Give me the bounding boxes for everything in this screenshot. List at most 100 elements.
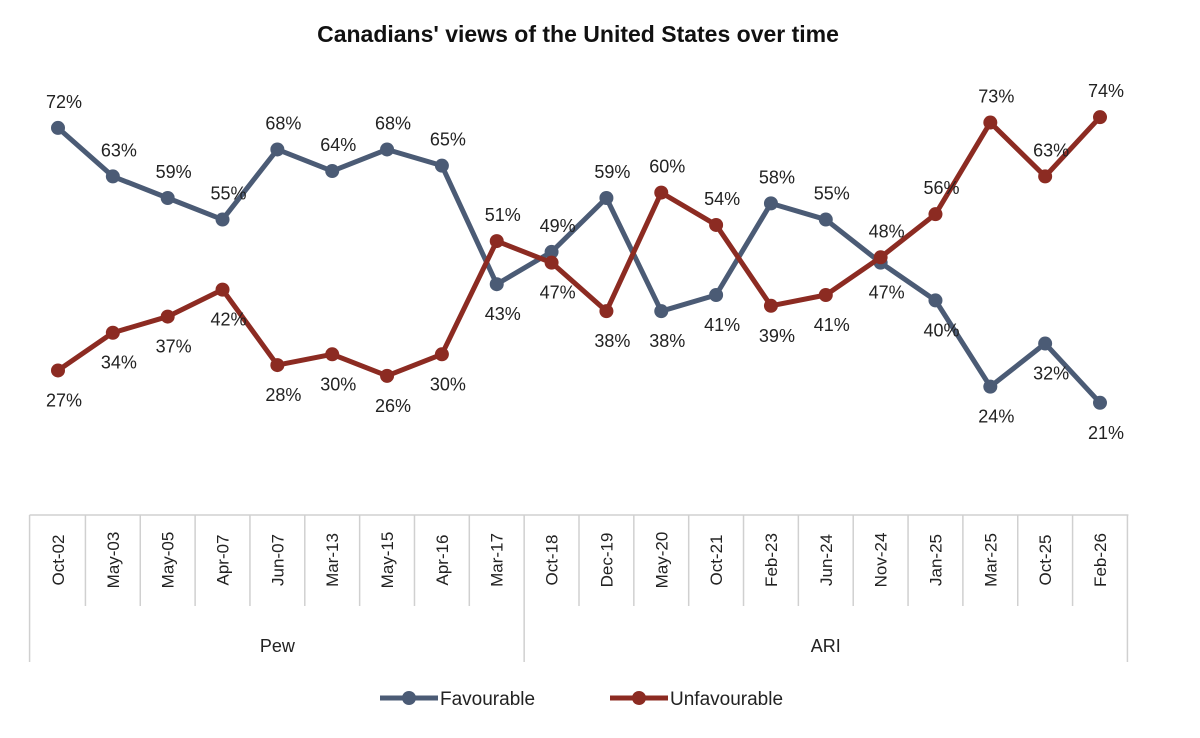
data-point: [709, 217, 724, 232]
data-label: 38%: [594, 331, 630, 351]
data-point: [983, 379, 998, 394]
data-point: [434, 158, 449, 173]
data-label: 21%: [1088, 423, 1124, 443]
category-label: Oct-18: [543, 534, 562, 585]
data-label: 51%: [485, 205, 521, 225]
data-label: 64%: [320, 135, 356, 155]
data-label: 30%: [320, 374, 356, 394]
data-label: 59%: [594, 162, 630, 182]
category-label: Mar-25: [981, 533, 1000, 587]
series-line: [56, 115, 1102, 379]
data-point: [599, 304, 614, 319]
data-label: 65%: [430, 130, 466, 150]
data-point: [51, 120, 65, 135]
data-point: [1038, 169, 1053, 184]
data-label: 74%: [1088, 81, 1124, 101]
legend: Favourable Unfavourable: [380, 689, 783, 710]
legend-marker: [632, 691, 646, 705]
category-label: Apr-16: [433, 534, 452, 585]
data-label: 63%: [101, 140, 137, 160]
legend-marker: [402, 691, 416, 705]
data-point: [489, 277, 504, 292]
data-label: 56%: [923, 178, 959, 198]
data-point: [215, 282, 230, 297]
data-point: [380, 368, 395, 383]
data-label: 41%: [704, 315, 740, 335]
category-label: Jun-07: [268, 534, 287, 586]
data-point: [654, 304, 669, 319]
data-label: 59%: [156, 162, 192, 182]
data-point: [763, 298, 778, 313]
legend-item-unfavourable: Unfavourable: [610, 689, 783, 710]
plot-area: 72% 63% 59% 55% 68% 64% 68% 65% 43% 49% 59% 38% 41% 5…: [46, 81, 1124, 443]
data-label: 63%: [1033, 140, 1069, 160]
category-label: Mar-13: [323, 533, 342, 587]
category-label: Mar-17: [488, 533, 507, 587]
data-label: 47%: [540, 283, 576, 303]
data-point: [818, 288, 833, 303]
data-label: 27%: [46, 390, 82, 410]
data-label: 43%: [485, 304, 521, 324]
legend-label: Favourable: [440, 689, 535, 710]
data-point: [983, 115, 998, 130]
data-point: [105, 325, 120, 340]
data-label: 30%: [430, 374, 466, 394]
category-label: Nov-24: [872, 533, 891, 588]
data-point: [1093, 395, 1107, 410]
group-label: ARI: [811, 636, 841, 656]
data-label: 72%: [46, 92, 82, 112]
data-point: [215, 212, 230, 227]
data-label: 42%: [211, 310, 247, 330]
data-point: [1038, 336, 1053, 351]
data-point: [544, 255, 559, 270]
data-point: [270, 358, 285, 373]
data-point: [654, 185, 669, 200]
category-label: Apr-07: [214, 534, 233, 585]
data-label: 49%: [540, 216, 576, 236]
data-label: 68%: [265, 113, 301, 133]
data-label: 73%: [978, 87, 1014, 107]
data-point: [489, 234, 504, 249]
chart-title: Canadians' views of the United States ov…: [317, 21, 839, 47]
series-line: [56, 126, 1102, 405]
data-label: 28%: [265, 385, 301, 405]
data-label: 40%: [923, 320, 959, 340]
data-point: [434, 347, 449, 362]
data-point: [709, 288, 724, 303]
category-label: Feb-23: [762, 533, 781, 587]
data-point: [325, 347, 340, 362]
data-point: [873, 250, 888, 265]
data-point: [325, 164, 340, 179]
group-label: Pew: [260, 636, 296, 656]
data-label: 55%: [211, 184, 247, 204]
category-label: Jan-25: [926, 534, 945, 586]
data-point: [599, 190, 614, 205]
category-label: May-20: [652, 532, 671, 589]
data-point: [270, 142, 285, 157]
category-label: May-03: [104, 532, 123, 589]
data-label: 68%: [375, 113, 411, 133]
category-label: Oct-25: [1036, 534, 1055, 585]
category-label: Oct-02: [49, 534, 68, 585]
series-favourable: [51, 120, 1107, 410]
data-point: [928, 293, 943, 308]
data-label: 32%: [1033, 364, 1069, 384]
data-point: [928, 207, 943, 222]
data-label: 47%: [869, 283, 905, 303]
data-label: 34%: [101, 353, 137, 373]
data-label: 48%: [869, 221, 905, 241]
category-axis: Oct-02 May-03 May-05 Apr-07 Jun-07 Mar-13 May-…: [28, 514, 1129, 662]
category-label: Oct-21: [707, 534, 726, 585]
data-label: 55%: [814, 184, 850, 204]
legend-item-favourable: Favourable: [380, 689, 535, 710]
category-label: Jun-24: [817, 534, 836, 586]
data-point: [51, 363, 65, 378]
data-point: [160, 309, 175, 324]
data-label: 60%: [649, 157, 685, 177]
data-point: [160, 190, 175, 205]
data-label: 24%: [978, 407, 1014, 427]
data-point: [1093, 110, 1107, 125]
legend-label: Unfavourable: [670, 689, 783, 710]
data-label: 58%: [759, 167, 795, 187]
